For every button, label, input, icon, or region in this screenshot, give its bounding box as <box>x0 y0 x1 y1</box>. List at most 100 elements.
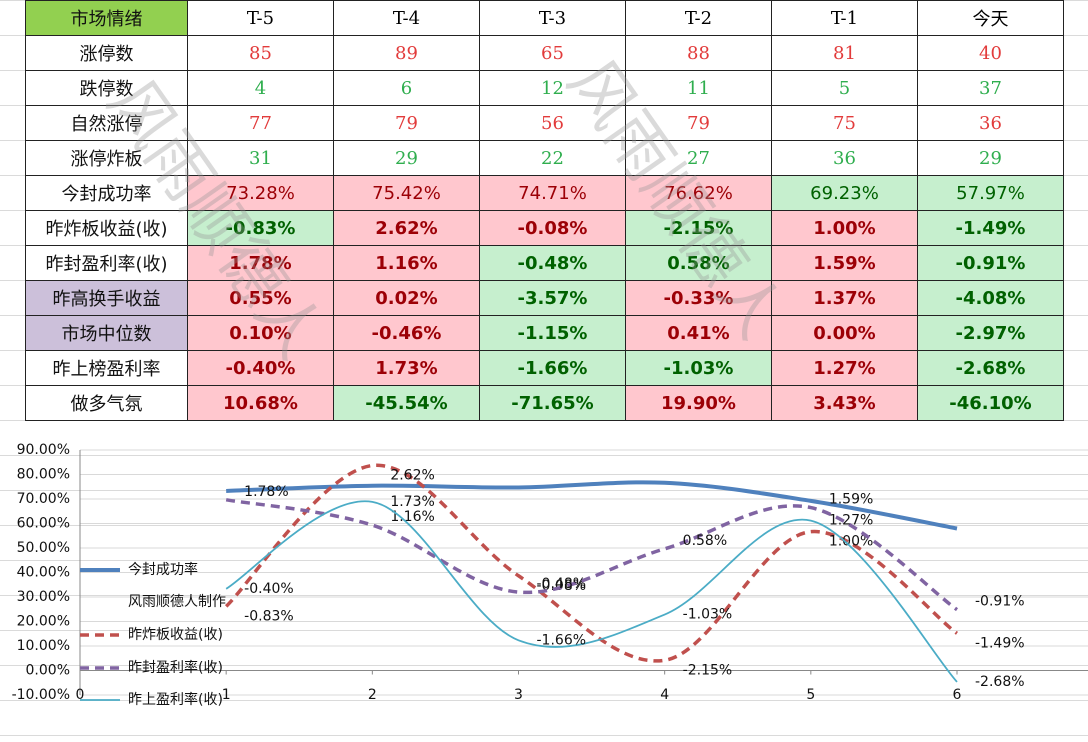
table-row: 涨停数 85 89 65 88 81 40 <box>25 35 1064 71</box>
chart: -10.00% 0.00% 10.00% 20.00% 30.00% 40.00% 50.0… <box>12 442 1088 708</box>
row-label: 涨停数 <box>25 35 188 71</box>
table-row: 市场中位数 0.10% -0.46% -1.15% 0.41% 0.00% -2.97% <box>25 315 1064 351</box>
table-cell: 65 <box>479 35 626 71</box>
table-cell: 75 <box>771 105 918 141</box>
data-label: -2.15% <box>683 662 733 678</box>
legend-label: 昨上盈利率(收) <box>128 691 223 708</box>
y-tick-label: 10.00% <box>17 638 70 654</box>
table-cell: 1.73% <box>333 350 480 386</box>
table-cell: 36 <box>771 140 918 176</box>
table-cell: -45.54% <box>333 385 480 421</box>
table-cell: -1.15% <box>479 315 626 351</box>
table-cell: -0.08% <box>479 210 626 246</box>
table-cell: -0.48% <box>479 245 626 281</box>
table-cell: 75.42% <box>333 175 480 211</box>
row-label: 昨炸板收益(收) <box>25 210 188 246</box>
table-cell: -46.10% <box>917 385 1064 421</box>
data-label: 1.78% <box>244 484 288 500</box>
row-label: 涨停炸板 <box>25 140 188 176</box>
data-label: 0.58% <box>683 533 727 549</box>
data-label: -1.49% <box>975 635 1025 651</box>
table-cell: -1.49% <box>917 210 1064 246</box>
table-row: 昨炸板收益(收) -0.83% 2.62% -0.08% -2.15% 1.00% -1.4… <box>25 210 1064 246</box>
x-tick-label: 6 <box>953 687 962 703</box>
data-label: -1.03% <box>683 607 733 623</box>
table-cell: 0.55% <box>187 280 334 316</box>
data-label: 1.73% <box>390 494 434 510</box>
table-cell: 74.71% <box>479 175 626 211</box>
legend-note: 风雨顺德人制作 <box>128 594 226 610</box>
table-cell: -71.65% <box>479 385 626 421</box>
table-cell: -2.15% <box>625 210 772 246</box>
data-label: -0.48% <box>537 576 587 592</box>
table-cell: -0.40% <box>187 350 334 386</box>
table-cell: -0.83% <box>187 210 334 246</box>
table-row: 自然涨停 77 79 56 79 75 36 <box>25 105 1064 141</box>
table-cell: -1.03% <box>625 350 772 386</box>
table-cell: -0.91% <box>917 245 1064 281</box>
table-cell: 12 <box>479 70 626 106</box>
x-tick-label: 3 <box>514 687 523 703</box>
legend-label: 昨封盈利率(收) <box>128 659 223 676</box>
y-tick-label: -10.00% <box>12 687 70 703</box>
table-cell: 77 <box>187 105 334 141</box>
data-label: -0.91% <box>975 594 1025 610</box>
table-cell: 57.97% <box>917 175 1064 211</box>
row-label: 自然涨停 <box>25 105 188 141</box>
header-cell: 今天 <box>917 0 1064 36</box>
table-row: 今封成功率 73.28% 75.42% 74.71% 76.62% 69.23% 57.97… <box>25 175 1064 211</box>
y-tick-label: 20.00% <box>17 614 70 630</box>
y-tick-label: 80.00% <box>17 467 70 483</box>
table-cell: -4.08% <box>917 280 1064 316</box>
header-cell: T-5 <box>187 0 334 36</box>
legend-label: 今封成功率 <box>128 561 198 578</box>
table-cell: 29 <box>917 140 1064 176</box>
table-cell: 81 <box>771 35 918 71</box>
header-row: 市场情绪 T-5 T-4 T-3 T-2 T-1 今天 <box>25 0 1064 36</box>
table-cell: -0.46% <box>333 315 480 351</box>
header-cell: 市场情绪 <box>25 0 188 36</box>
x-tick-label: 4 <box>660 687 669 703</box>
y-tick-label: 0.00% <box>26 663 70 679</box>
table-cell: 69.23% <box>771 175 918 211</box>
data-label: -0.40% <box>244 581 294 597</box>
series-line <box>225 498 959 612</box>
table-cell: 37 <box>917 70 1064 106</box>
table-row: 跌停数 4 6 12 11 5 37 <box>25 70 1064 106</box>
table-cell: 85 <box>187 35 334 71</box>
row-label: 今封成功率 <box>25 175 188 211</box>
table-cell: 79 <box>333 105 480 141</box>
y-tick-label: 40.00% <box>17 565 70 581</box>
table-cell: 56 <box>479 105 626 141</box>
table-cell: 0.02% <box>333 280 480 316</box>
data-label: -1.66% <box>537 632 587 648</box>
data-label: 1.16% <box>390 509 434 525</box>
y-tick-label: 30.00% <box>17 589 70 605</box>
table-cell: 11 <box>625 70 772 106</box>
data-label: -0.83% <box>244 608 294 624</box>
table-cell: 27 <box>625 140 772 176</box>
row-label: 昨封盈利率(收) <box>25 245 188 281</box>
table-cell: 0.10% <box>187 315 334 351</box>
table-cell: 1.37% <box>771 280 918 316</box>
row-label: 跌停数 <box>25 70 188 106</box>
table-cell: -3.57% <box>479 280 626 316</box>
table-row: 涨停炸板 31 29 22 27 36 29 <box>25 140 1064 176</box>
header-cell: T-4 <box>333 0 480 36</box>
table-cell: 36 <box>917 105 1064 141</box>
header-cell: T-3 <box>479 0 626 36</box>
data-label: 1.27% <box>829 513 873 529</box>
data-label: 1.59% <box>829 492 873 508</box>
y-tick-label: 60.00% <box>17 516 70 532</box>
table-cell: 79 <box>625 105 772 141</box>
table-cell: 1.27% <box>771 350 918 386</box>
table-cell: 0.00% <box>771 315 918 351</box>
table-cell: 6 <box>333 70 480 106</box>
table-cell: 0.41% <box>625 315 772 351</box>
legend-label: 昨炸板收益(收) <box>128 627 223 643</box>
table-row: 做多气氛 10.68% -45.54% -71.65% 19.90% 3.43% -46.1… <box>25 385 1064 421</box>
series-line <box>225 500 958 683</box>
row-label: 市场中位数 <box>25 315 188 351</box>
table-cell: 5 <box>771 70 918 106</box>
table-cell: 1.00% <box>771 210 918 246</box>
